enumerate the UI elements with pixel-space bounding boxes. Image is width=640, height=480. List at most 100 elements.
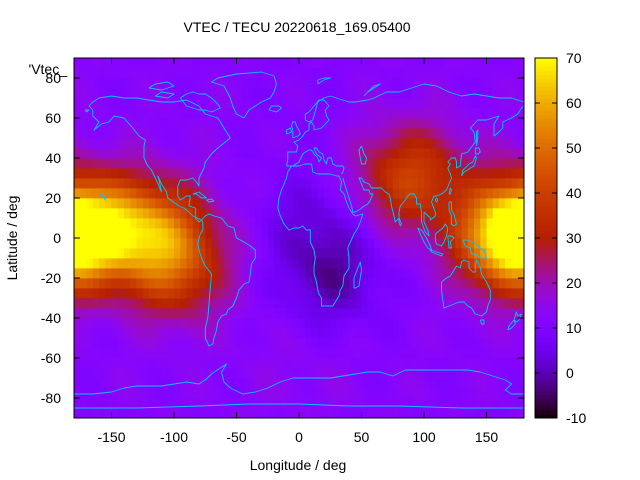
heatmap-cell bbox=[130, 158, 137, 169]
heatmap-cell bbox=[411, 58, 419, 69]
heatmap-cell bbox=[242, 258, 250, 269]
heatmap-cell bbox=[411, 88, 419, 99]
heatmap-cell bbox=[417, 178, 425, 189]
heatmap-cell bbox=[292, 58, 300, 69]
heatmap-cell bbox=[355, 268, 362, 279]
heatmap-cell bbox=[167, 298, 175, 309]
heatmap-cell bbox=[392, 388, 400, 399]
heatmap-cell bbox=[336, 358, 344, 369]
heatmap-cell bbox=[367, 228, 375, 239]
heatmap-cell bbox=[311, 188, 319, 199]
heatmap-cell bbox=[299, 368, 306, 379]
heatmap-cell bbox=[311, 58, 319, 69]
heatmap-cell bbox=[167, 408, 175, 419]
heatmap-cell bbox=[461, 198, 469, 209]
heatmap-cell bbox=[86, 398, 94, 409]
heatmap-cell bbox=[311, 88, 319, 99]
heatmap-cell bbox=[511, 308, 519, 319]
heatmap-cell bbox=[367, 238, 375, 249]
heatmap-cell bbox=[430, 188, 437, 199]
heatmap-cell bbox=[380, 148, 387, 159]
heatmap-cell bbox=[167, 368, 175, 379]
heatmap-cell bbox=[211, 68, 219, 79]
heatmap-cell bbox=[292, 128, 300, 139]
heatmap-cell bbox=[405, 188, 412, 199]
heatmap-cell bbox=[261, 398, 269, 409]
heatmap-cell bbox=[274, 88, 281, 99]
heatmap-cell bbox=[324, 228, 331, 239]
heatmap-cell bbox=[174, 228, 181, 239]
heatmap-cell bbox=[299, 358, 306, 369]
heatmap-cell bbox=[149, 68, 156, 79]
y-tick-label: 80 bbox=[45, 70, 61, 86]
heatmap-cell bbox=[336, 328, 344, 339]
heatmap-cell bbox=[374, 288, 381, 299]
heatmap-cell bbox=[142, 228, 150, 239]
heatmap-cell bbox=[511, 378, 519, 389]
heatmap-cell bbox=[386, 388, 394, 399]
heatmap-cell bbox=[411, 208, 419, 219]
heatmap-cell bbox=[286, 168, 294, 179]
heatmap-cell bbox=[117, 88, 125, 99]
heatmap-cell bbox=[511, 388, 519, 399]
heatmap-cell bbox=[261, 98, 269, 109]
heatmap-cell bbox=[192, 138, 200, 149]
heatmap-cell bbox=[292, 238, 300, 249]
heatmap-cell bbox=[217, 98, 225, 109]
heatmap-cell bbox=[355, 348, 362, 359]
heatmap-cell bbox=[305, 348, 312, 359]
heatmap-cell bbox=[105, 268, 112, 279]
heatmap-cell bbox=[342, 218, 350, 229]
heatmap-cell bbox=[380, 108, 387, 119]
heatmap-cell bbox=[330, 78, 337, 89]
heatmap-cell bbox=[430, 118, 437, 129]
heatmap-cell bbox=[136, 188, 144, 199]
colorbar-segment bbox=[535, 58, 557, 63]
heatmap-cell bbox=[261, 368, 269, 379]
heatmap-cell bbox=[286, 358, 294, 369]
heatmap-cell bbox=[467, 328, 475, 339]
heatmap-cell bbox=[180, 198, 187, 209]
heatmap-cell bbox=[149, 108, 156, 119]
heatmap-cell bbox=[305, 158, 312, 169]
heatmap-cell bbox=[430, 128, 437, 139]
heatmap-cell bbox=[136, 238, 144, 249]
heatmap-cell bbox=[74, 68, 81, 79]
heatmap-cell bbox=[324, 178, 331, 189]
heatmap-cell bbox=[386, 368, 394, 379]
heatmap-cell bbox=[461, 188, 469, 199]
heatmap-cell bbox=[305, 148, 312, 159]
heatmap-cell bbox=[99, 278, 106, 289]
heatmap-cell bbox=[299, 308, 306, 319]
heatmap-cell bbox=[99, 378, 106, 389]
heatmap-cell bbox=[205, 68, 212, 79]
heatmap-cell bbox=[374, 268, 381, 279]
heatmap-cell bbox=[349, 308, 356, 319]
heatmap-cell bbox=[399, 228, 406, 239]
heatmap-cell bbox=[436, 168, 444, 179]
heatmap-cell bbox=[336, 278, 344, 289]
heatmap-cell bbox=[161, 228, 169, 239]
heatmap-cell bbox=[199, 338, 206, 349]
heatmap-cell bbox=[361, 228, 369, 239]
heatmap-cell bbox=[324, 118, 331, 129]
heatmap-cell bbox=[474, 338, 481, 349]
heatmap-cell bbox=[217, 158, 225, 169]
heatmap-cell bbox=[311, 278, 319, 289]
colorbar-segment bbox=[535, 138, 557, 143]
heatmap-cell bbox=[217, 258, 225, 269]
heatmap-cell bbox=[492, 288, 500, 299]
heatmap-cell bbox=[436, 198, 444, 209]
heatmap-cell bbox=[174, 58, 181, 69]
heatmap-cell bbox=[92, 378, 100, 389]
heatmap-cell bbox=[449, 288, 456, 299]
heatmap-cell bbox=[230, 218, 237, 229]
heatmap-cell bbox=[455, 268, 462, 279]
heatmap-cell bbox=[405, 58, 412, 69]
heatmap-cell bbox=[480, 88, 487, 99]
heatmap-cell bbox=[442, 138, 450, 149]
heatmap-cell bbox=[155, 338, 162, 349]
heatmap-cell bbox=[511, 338, 519, 349]
heatmap-cell bbox=[167, 68, 175, 79]
